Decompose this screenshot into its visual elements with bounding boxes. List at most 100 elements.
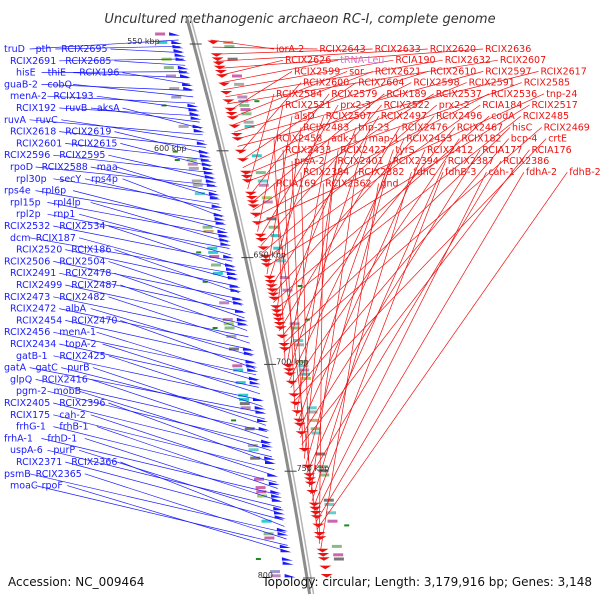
connector-line — [258, 104, 339, 239]
annotation-block — [207, 246, 218, 250]
connector-line — [84, 473, 287, 540]
gene-label: RCIX2695 — [61, 44, 107, 55]
connector-line — [114, 249, 240, 294]
gene-label: RCIX2473 — [4, 292, 50, 303]
annotation-block — [224, 326, 235, 330]
gene-label: RCIX2496 — [436, 111, 482, 122]
connector-line — [53, 402, 273, 458]
gene-label: RCIX2504 — [59, 256, 105, 267]
connector-line — [59, 308, 252, 350]
gene-label: fdhC — [413, 167, 435, 178]
gene-label: topA-2 — [65, 339, 96, 350]
annotation-block — [224, 45, 235, 49]
gene-label: gnd — [381, 178, 399, 189]
gene-label: RCIX2386 — [503, 156, 549, 167]
minus-strand-feature — [282, 561, 294, 565]
annotation-block — [188, 166, 199, 170]
minus-strand-feature — [208, 191, 220, 196]
plus-strand-feature — [298, 448, 311, 452]
annotation-block — [333, 557, 344, 561]
annotation-block — [155, 32, 166, 36]
minus-strand-feature — [183, 86, 195, 91]
connector-line — [265, 104, 530, 268]
gene-label: RCIX2621 — [375, 66, 421, 77]
connector-line — [219, 59, 284, 76]
scale-mark-label: 550 kbp — [127, 37, 160, 46]
connector-line — [122, 72, 191, 85]
gene-label: RCIX2384 — [303, 167, 349, 178]
connector-line — [96, 331, 258, 382]
connector-line — [255, 93, 545, 225]
annotation-block — [266, 217, 277, 221]
connector-line — [59, 343, 259, 388]
connector-line — [260, 104, 382, 247]
plus-strand-feature — [230, 133, 243, 137]
scale-marks: 550 kbp 600 kbp 650 kbp 700 kbp 750 kbp 800 — [127, 37, 329, 580]
minus-strand-feature — [281, 557, 293, 561]
gene-label: cah-1 — [488, 167, 515, 178]
left-gene-labels: truD pth RCIX2695 RCIX2691 RCIX2685 hisE thiE R… — [4, 44, 120, 492]
plus-strand-feature — [207, 40, 220, 45]
connector-line — [320, 183, 379, 551]
gene-label: RCIX2597 — [485, 66, 531, 77]
annotation-block — [212, 271, 223, 275]
plus-strand-feature — [320, 574, 333, 578]
annotation-block — [250, 456, 261, 460]
gene-label: RCIX2469 — [544, 122, 590, 133]
plus-strand-feature — [273, 322, 286, 326]
gene-label: uspA-6 — [10, 445, 43, 456]
gene-label: RCIX2579 — [331, 89, 377, 100]
minus-strand-feature — [264, 456, 276, 460]
gene-label: tyrS — [395, 145, 414, 156]
gene-label: iorA-2 — [276, 44, 304, 55]
annotation-block — [326, 511, 336, 515]
gene-label: RCIX2591 — [469, 78, 515, 89]
annotation-block — [290, 326, 301, 330]
gene-label: RCIA177 — [482, 145, 522, 156]
gene-label: RCIX2691 — [10, 56, 56, 67]
gene-label: frhD-1 — [47, 433, 77, 444]
annotation-block — [232, 364, 243, 368]
gene-label: RCIX2453 — [406, 134, 452, 145]
gene-label: RCIX2601 — [16, 138, 62, 149]
connector-line — [53, 154, 212, 174]
connector-line — [47, 213, 230, 249]
scale-mark-label: 600 kbp — [154, 144, 187, 153]
connector-line — [286, 138, 330, 367]
connector-line — [226, 59, 498, 105]
gene-label: RCIX2485 — [523, 111, 569, 122]
plus-strand-feature — [317, 553, 330, 557]
connector-line — [282, 149, 296, 410]
minus-strand-feature — [273, 506, 285, 511]
gene-label: RCIX2482 — [59, 292, 105, 303]
plus-strand-feature — [304, 481, 317, 486]
annotation-block — [318, 469, 329, 473]
connector-line — [84, 178, 221, 211]
annotation-block — [233, 368, 244, 372]
gene-label: fdhB-3 — [445, 167, 476, 178]
plus-strand-feature — [214, 70, 227, 74]
gene-label: rpl6p — [42, 186, 67, 197]
gene-label: bcp-4 — [511, 134, 538, 145]
gene-label: alsD — [294, 111, 315, 122]
gene-label: aksA — [97, 103, 120, 114]
annotation-block — [254, 477, 264, 481]
gene-label: RCIX2387 — [448, 156, 494, 167]
connector-line — [274, 115, 522, 310]
connector-line — [120, 461, 285, 527]
gene-label: RCIX2620 — [430, 44, 476, 55]
connector-line — [223, 59, 394, 91]
connector-line — [212, 46, 318, 50]
scale-mark-label: 700 kbp — [276, 357, 309, 366]
connector-line — [114, 272, 245, 319]
plus-strand-feature — [220, 91, 233, 95]
gene-label: purB — [67, 363, 89, 374]
connector-line — [230, 71, 348, 119]
topology-text: Topology: circular; Length: 3,179,916 bp… — [261, 575, 592, 589]
connector-line — [247, 93, 275, 190]
gene-label: gatB-1 — [16, 351, 48, 362]
connector-line — [210, 39, 275, 50]
gene-label: RCIX192 — [16, 103, 56, 114]
gc-marker — [231, 419, 237, 422]
minus-strand-feature — [214, 217, 226, 221]
